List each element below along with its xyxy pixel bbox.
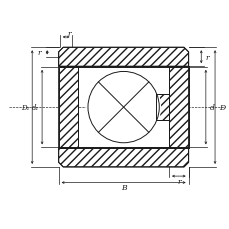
Text: r: r: [38, 49, 41, 57]
Bar: [168, 68, 188, 148]
Text: d₁: d₁: [32, 104, 39, 112]
Text: r: r: [67, 30, 70, 38]
Bar: [58, 68, 78, 148]
Circle shape: [87, 71, 160, 144]
Text: r: r: [176, 177, 180, 185]
Text: D₁: D₁: [21, 104, 29, 112]
Text: d: d: [209, 104, 214, 112]
Polygon shape: [58, 48, 188, 67]
Polygon shape: [58, 148, 188, 167]
Text: r: r: [205, 54, 209, 61]
Bar: [156, 94, 168, 121]
Text: B: B: [120, 183, 126, 191]
Text: D: D: [218, 104, 224, 112]
